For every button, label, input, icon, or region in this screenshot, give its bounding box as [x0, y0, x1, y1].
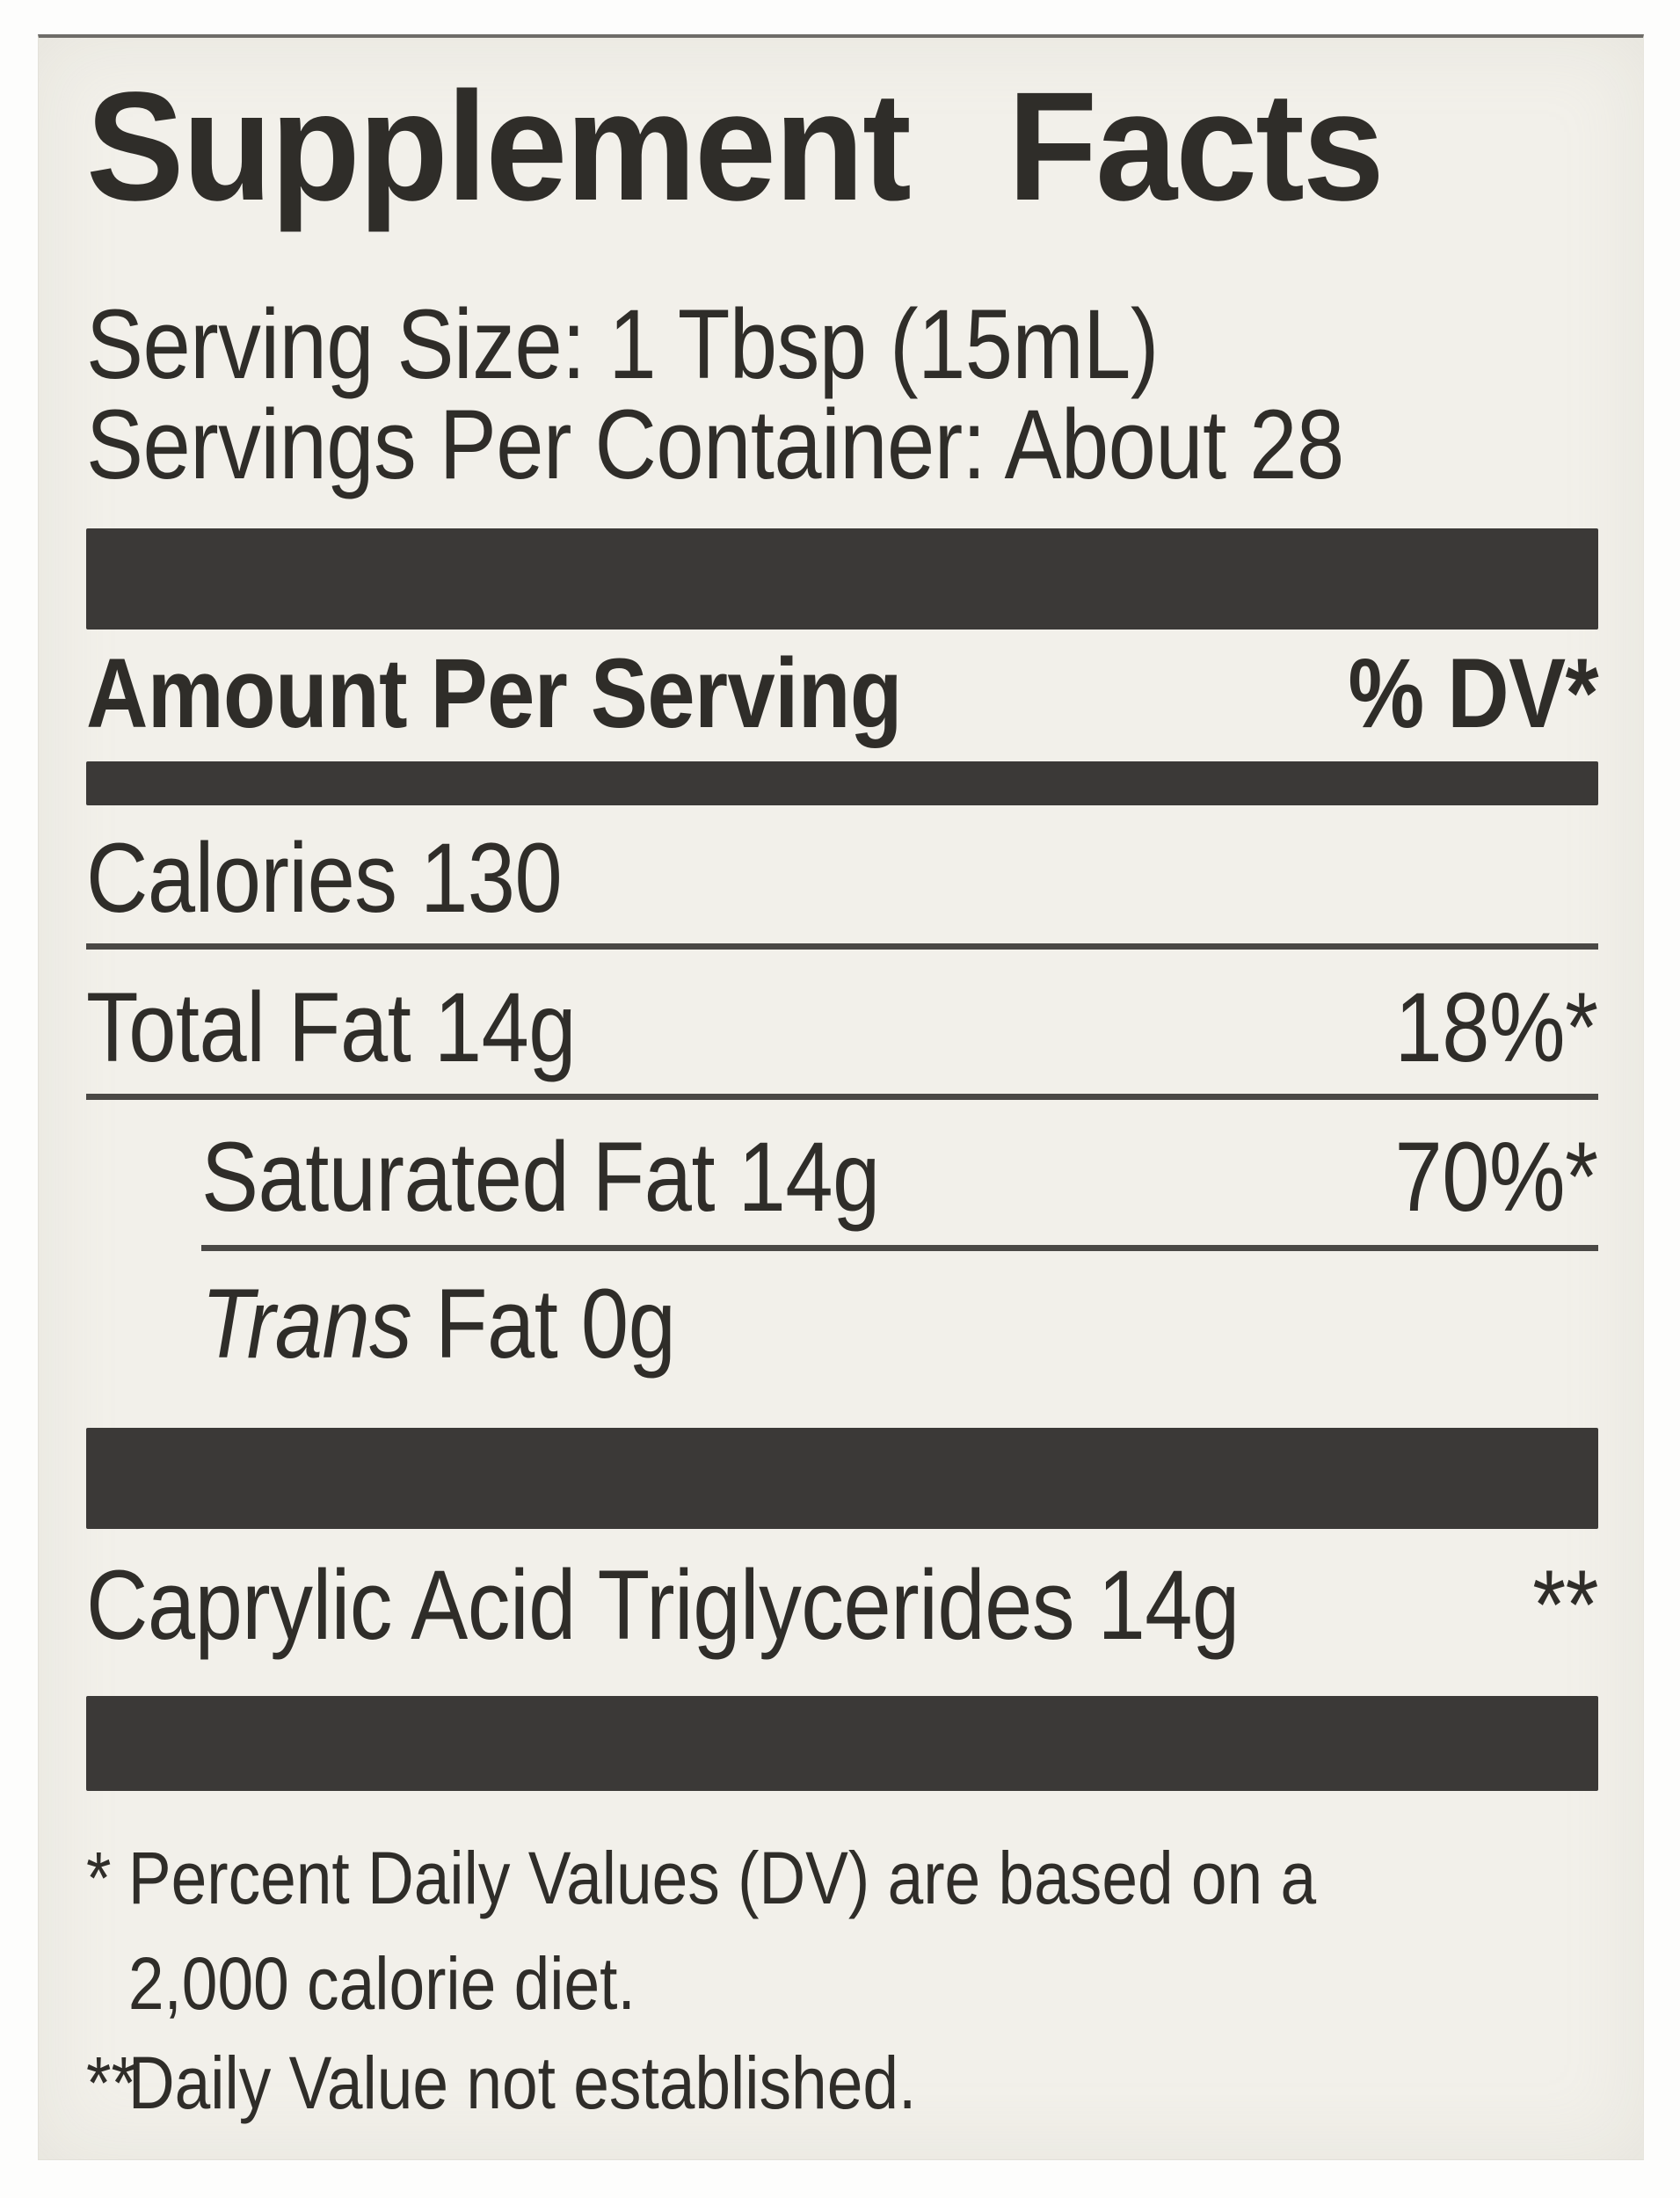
label-title: Supplement Facts [86, 61, 1385, 233]
serving-size-line: Serving Size: 1 Tbsp (15mL) [86, 295, 1319, 394]
calories-row: Calories 130 [86, 829, 1598, 935]
saturated-fat-dv: 70%* [1395, 1122, 1598, 1232]
divider-bar-middle [86, 1428, 1598, 1529]
supplement-facts-label: Supplement Facts Serving Size: 1 Tbsp (1… [38, 34, 1644, 2160]
calories-value: Calories 130 [86, 823, 563, 933]
total-fat-dv: 18%* [1395, 972, 1598, 1082]
caprylic-acid-row: Caprylic Acid Triglycerides 14g ** [86, 1556, 1598, 1662]
total-fat-row: Total Fat 14g 18%* [86, 979, 1598, 1084]
amount-per-serving-header: Amount Per Serving [86, 638, 902, 748]
dv-footnote: * Percent Daily Values (DV) are based on… [86, 1825, 1401, 2036]
caprylic-acid-dv: ** [1532, 1550, 1598, 1660]
divider-rule-3 [201, 1245, 1598, 1251]
nde-footnote-marker: ** [86, 2042, 136, 2124]
caprylic-acid-label: Caprylic Acid Triglycerides 14g [86, 1550, 1240, 1660]
trans-fat-row: Trans Fat 0g [201, 1275, 1598, 1380]
servings-per-container-text: Servings Per Container: About 28 [86, 389, 1344, 499]
nde-footnote: ** Daily Value not established. [86, 2030, 1401, 2136]
total-fat-label: Total Fat 14g [86, 972, 577, 1082]
trans-fat-label-italic: Trans [201, 1269, 412, 1379]
saturated-fat-label: Saturated Fat 14g [201, 1122, 880, 1232]
divider-rule-1 [86, 943, 1598, 950]
servings-per-container-line: Servings Per Container: About 28 [86, 396, 1531, 494]
saturated-fat-row: Saturated Fat 14g 70%* [201, 1128, 1598, 1234]
divider-bar-bottom [86, 1696, 1598, 1791]
trans-fat-label-rest: Fat 0g [411, 1269, 676, 1379]
divider-bar-header [86, 761, 1598, 805]
dv-footnote-marker: * [86, 1837, 112, 1919]
divider-rule-2 [86, 1094, 1598, 1100]
serving-size-text: Serving Size: 1 Tbsp (15mL) [86, 289, 1159, 399]
percent-dv-header: % DV* [1348, 638, 1598, 748]
dv-footnote-text: Percent Daily Values (DV) are based on a… [127, 1837, 1317, 2026]
nde-footnote-text: Daily Value not established. [127, 2042, 917, 2124]
column-header-row: Amount Per Serving % DV* [86, 644, 1598, 750]
divider-bar-top [86, 528, 1598, 630]
